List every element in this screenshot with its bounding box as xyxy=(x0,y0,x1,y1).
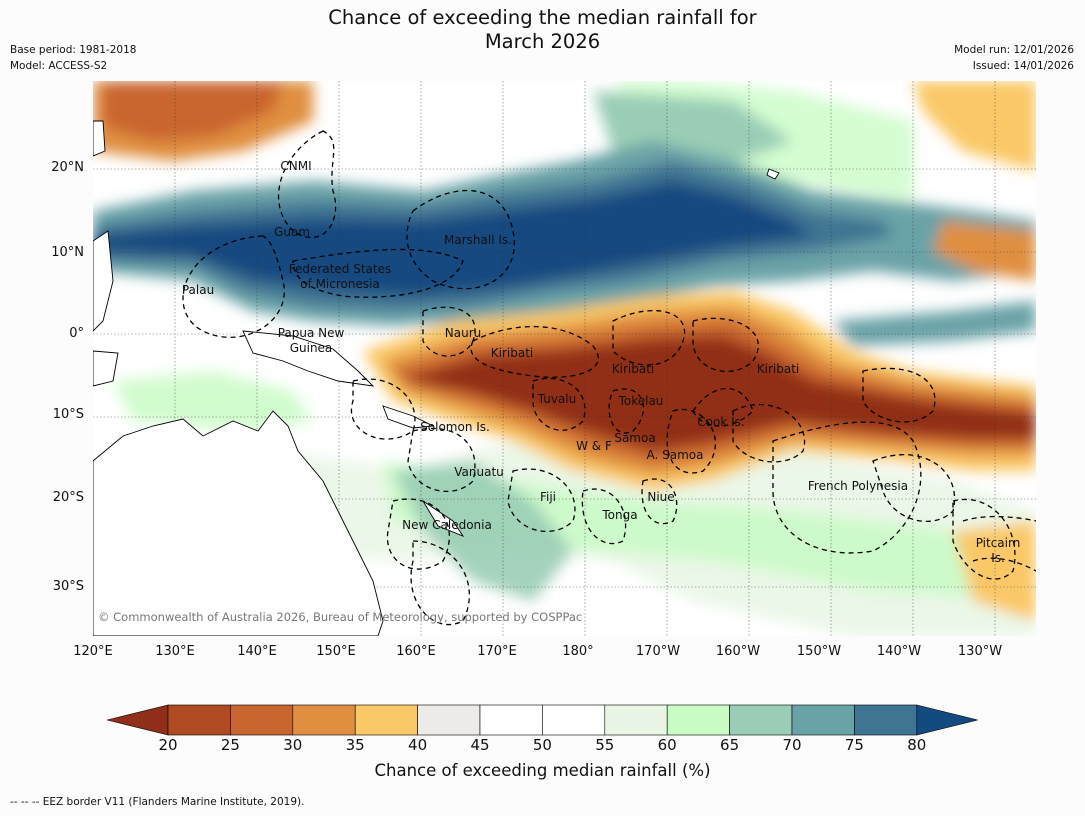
eez-footnote: -- -- -- EEZ border V11 (Flanders Marine… xyxy=(10,796,305,808)
region-label-french-polynesia: French Polynesia xyxy=(807,479,909,493)
colorbar-swatch xyxy=(230,704,294,736)
lat-label-30s: 30°S xyxy=(52,579,84,594)
coastlines xyxy=(93,120,780,636)
region-label-samoa: Samoa xyxy=(614,431,656,445)
lon-label-160w: 160°W xyxy=(715,644,761,659)
lon-label-150w: 150°W xyxy=(796,644,842,659)
region-label-png-1: Papua New xyxy=(277,326,345,340)
philippines-landmass xyxy=(93,230,114,332)
colorbar-tick-label: 70 xyxy=(782,736,802,754)
region-label-niue: Niue xyxy=(647,490,675,504)
colorbar-tick-label: 25 xyxy=(220,736,240,754)
colorbar-swatch xyxy=(354,704,418,736)
region-label-fiji: Fiji xyxy=(539,490,557,504)
model-run: Model run: 12/01/2026 xyxy=(954,44,1074,56)
lat-label-10s: 10°S xyxy=(52,407,84,422)
region-label-wallis-futuna: W & F xyxy=(576,439,612,453)
region-label-american-samoa: A. Samoa xyxy=(646,448,704,462)
lon-label-160e: 160°E xyxy=(396,644,436,659)
colorbar-swatch xyxy=(292,704,356,736)
lon-label-140w: 140°W xyxy=(876,644,922,659)
colorbar-tick-label: 40 xyxy=(408,736,428,754)
lon-label-150e: 150°E xyxy=(316,644,356,659)
colorbar-swatch xyxy=(854,704,918,736)
region-label-solomon: Solomon Is. xyxy=(420,420,490,434)
lat-label-0: 0° xyxy=(69,326,84,341)
solomon-landmass xyxy=(382,405,435,429)
taiwan-landmass xyxy=(93,120,106,157)
meta-right: Model run: 12/01/2026 Issued: 14/01/2026 xyxy=(954,42,1074,74)
colorbar-swatch xyxy=(417,704,481,736)
lon-label-140e: 140°E xyxy=(237,644,277,659)
lon-label-130w: 130°W xyxy=(957,644,1003,659)
colorbar-swatch xyxy=(666,704,730,736)
colorbar-tick-label: 50 xyxy=(532,736,552,754)
model-name: Model: ACCESS-S2 xyxy=(10,60,108,72)
colorbar-tick-label: 35 xyxy=(345,736,365,754)
region-label-fsm-2: of Micronesia xyxy=(300,277,380,291)
region-label-tokelau: Tokelau xyxy=(618,394,664,408)
colorbar-tick-label: 65 xyxy=(720,736,740,754)
lat-label-10n: 10°N xyxy=(51,245,84,260)
region-label-kiribati-east: Kiribati xyxy=(756,362,800,376)
base-period: Base period: 1981-2018 xyxy=(10,44,137,56)
colorbar-label: Chance of exceeding median rainfall (%) xyxy=(374,761,711,780)
indonesia-landmass xyxy=(93,350,119,387)
map-panel xyxy=(93,81,1036,636)
region-label-nauru: Nauru xyxy=(444,326,482,340)
region-label-pitcairn-1: Pitcairn xyxy=(975,536,1021,550)
lon-label-180: 180° xyxy=(562,644,594,659)
region-label-palau: Palau xyxy=(181,283,215,297)
map-title: Chance of exceeding the median rainfall … xyxy=(0,6,1085,54)
region-label-pitcairn-2: Is. xyxy=(991,551,1005,565)
lon-label-170e: 170°E xyxy=(477,644,517,659)
title-line-2: March 2026 xyxy=(484,30,601,53)
region-label-tuvalu: Tuvalu xyxy=(537,392,577,406)
new-guinea-landmass xyxy=(242,330,375,387)
colorbar-tick-label: 30 xyxy=(283,736,303,754)
colorbar-tick-label: 20 xyxy=(158,736,178,754)
lat-label-20s: 20°S xyxy=(52,490,84,505)
colorbar-swatch xyxy=(167,704,231,736)
colorbar-swatch xyxy=(791,704,855,736)
colorbar-swatch xyxy=(542,704,606,736)
region-label-cook: Cook Is. xyxy=(697,415,745,429)
probability-field xyxy=(93,81,1036,636)
rainfall-map xyxy=(93,81,1036,636)
colorbar-tick-label: 55 xyxy=(595,736,615,754)
region-label-vanuatu: Vanuatu xyxy=(454,465,504,479)
region-label-png-2: Guinea xyxy=(289,341,333,355)
region-label-marshall: Marshall Is. xyxy=(444,233,512,247)
meta-left: Base period: 1981-2018 Model: ACCESS-S2 xyxy=(10,42,136,74)
region-label-fsm-1: Federated States xyxy=(288,262,392,276)
colorbar-swatch xyxy=(604,704,668,736)
region-label-kiribati-central: Kiribati xyxy=(611,362,655,376)
title-line-1: Chance of exceeding the median rainfall … xyxy=(328,6,757,29)
lon-label-170w: 170°W xyxy=(635,644,681,659)
copyright-note: © Commonwealth of Australia 2026, Bureau… xyxy=(98,610,583,624)
issued-date: Issued: 14/01/2026 xyxy=(972,60,1074,72)
colorbar xyxy=(107,704,978,736)
colorbar-tick-label: 80 xyxy=(907,736,927,754)
region-label-kiribati-west: Kiribati xyxy=(490,346,534,360)
region-label-guam: Guam xyxy=(274,225,310,239)
colorbar-extend-high xyxy=(916,704,978,736)
lat-label-20n: 20°N xyxy=(51,160,84,175)
region-label-tonga: Tonga xyxy=(602,508,638,522)
colorbar-extend-low xyxy=(107,704,169,736)
colorbar-swatch xyxy=(729,704,793,736)
colorbar-swatch xyxy=(479,704,543,736)
lon-label-120e: 120°E xyxy=(73,644,113,659)
colorbar-tick-label: 45 xyxy=(470,736,490,754)
region-label-cnmi: CNMI xyxy=(280,159,312,173)
colorbar-tick-label: 60 xyxy=(657,736,677,754)
australia-landmass xyxy=(93,410,384,636)
eez-borders xyxy=(182,130,1036,626)
colorbar-tick-label: 75 xyxy=(844,736,864,754)
region-label-new-caledonia: New Caledonia xyxy=(402,518,492,532)
hawaii-landmass xyxy=(766,168,780,180)
lon-label-130e: 130°E xyxy=(155,644,195,659)
